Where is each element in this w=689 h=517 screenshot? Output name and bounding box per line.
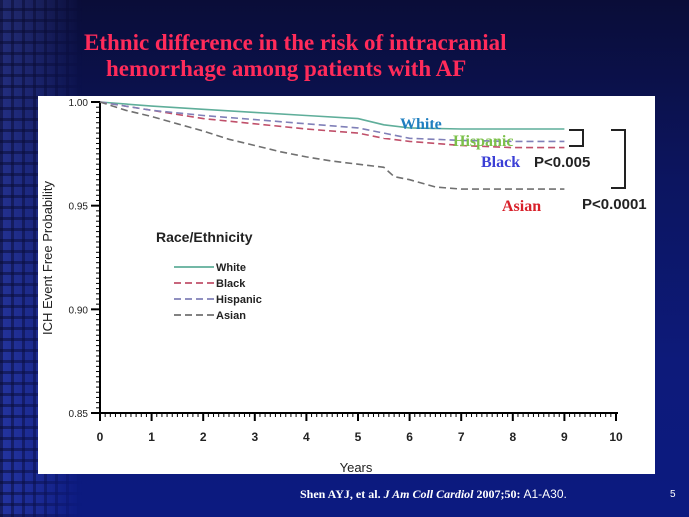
p-value-asian: P<0.0001: [582, 196, 647, 213]
x-tick-label: 0: [97, 430, 104, 444]
x-tick-label: 10: [609, 430, 623, 444]
legend-label-white: White: [216, 262, 246, 274]
x-tick-label: 7: [458, 430, 465, 444]
legend-entries: White Black Hispanic Asian: [174, 262, 262, 322]
x-tick-label: 5: [355, 430, 362, 444]
x-axis-label: Years: [340, 460, 373, 474]
slide-title-line-2: hemorrhage among patients with AF: [106, 56, 467, 81]
legend-label-black: Black: [216, 278, 246, 290]
series-lines: [99, 101, 565, 190]
slide-number: 5: [670, 489, 676, 500]
series-line-asian: [99, 101, 565, 190]
x-tick-label: 9: [561, 430, 568, 444]
citation-journal: J Am Coll Cardiol: [383, 487, 474, 501]
series-label-white: White: [400, 116, 442, 133]
x-tick-label: 1: [148, 430, 155, 444]
series-label-hispanic: Hispanic: [453, 133, 513, 150]
series-line-white: [99, 101, 565, 130]
chart-axes: [99, 102, 618, 414]
bracket-inner: [569, 129, 584, 147]
slide-title-line-1: Ethnic difference in the risk of intracr…: [84, 30, 507, 55]
series-line-hispanic: [99, 101, 565, 143]
citation: Shen AYJ, et al. J Am Coll Cardiol 2007;…: [300, 487, 567, 502]
y-tick-label: 0.95: [69, 202, 89, 213]
x-tick-label: 6: [406, 430, 413, 444]
legend: Race/Ethnicity White Black Hispanic Asian: [156, 229, 262, 322]
y-tick-label: 1.00: [69, 98, 89, 109]
legend-label-asian: Asian: [216, 310, 246, 322]
survival-chart: 0 1 2 3 4 5 6 7 8 9 10 1.00 0.95 0.90 0.85 ICH Event …: [40, 98, 647, 475]
x-ticks: 0 1 2 3 4 5 6 7 8 9 10: [97, 413, 623, 444]
minor-ticks: [96, 101, 617, 417]
chart-panel: 0 1 2 3 4 5 6 7 8 9 10 1.00 0.95 0.90 0.85 ICH Event …: [38, 96, 655, 475]
x-tick-label: 4: [303, 430, 310, 444]
y-tick-label: 0.90: [69, 305, 89, 316]
citation-pages: A1-A30.: [523, 487, 567, 501]
citation-authors: Shen AYJ, et al.: [300, 487, 381, 501]
y-tick-label: 0.85: [69, 409, 89, 420]
series-label-black: Black: [481, 154, 520, 171]
y-axis-label: ICH Event Free Probability: [40, 181, 55, 335]
citation-ref: 2007;50:: [476, 487, 521, 501]
bracket-outer: [611, 129, 626, 189]
legend-label-hispanic: Hispanic: [216, 294, 262, 306]
y-ticks: 1.00 0.95 0.90 0.85: [69, 98, 100, 420]
x-tick-label: 8: [509, 430, 516, 444]
legend-title: Race/Ethnicity: [156, 229, 253, 245]
slide-title: Ethnic difference in the risk of intracr…: [84, 30, 644, 82]
x-tick-label: 3: [251, 430, 258, 444]
series-label-asian: Asian: [502, 198, 541, 215]
x-tick-label: 2: [200, 430, 207, 444]
p-value-black: P<0.005: [534, 154, 590, 171]
